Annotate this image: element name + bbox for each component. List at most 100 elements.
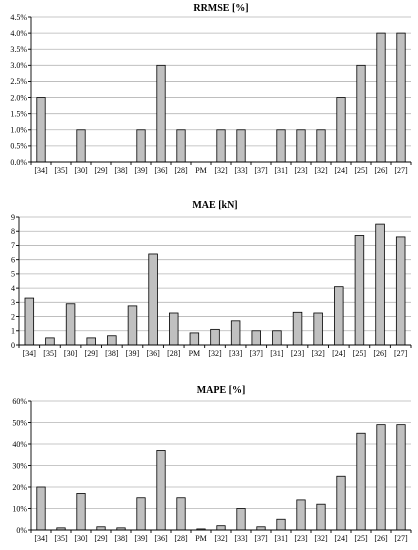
bar: [336, 475, 346, 531]
x-tick-label: [24]: [332, 349, 346, 358]
bar: [376, 32, 386, 163]
y-tick-label: 1.0%: [10, 126, 27, 135]
bar: [292, 311, 303, 346]
bar: [236, 508, 246, 531]
x-tick-label: [23]: [294, 166, 308, 175]
chart-panel-2: MAE [kN] 0 1 2 3 4 5 6 7 8 9 [34] [35] [30] [29] [38] [3…: [11, 200, 412, 358]
x-tick-label: [25]: [353, 349, 367, 358]
bar: [45, 337, 55, 346]
y-tick-label: 0: [11, 341, 15, 350]
bar: [276, 129, 286, 163]
x-tick-label: [31]: [274, 534, 288, 543]
bar: [65, 303, 76, 346]
y-tick-label: 5: [11, 270, 15, 279]
bar: [334, 286, 344, 346]
x-tick-label: [30]: [64, 349, 78, 358]
bar: [236, 129, 246, 163]
bar: [156, 64, 166, 163]
x-tick-label: [31]: [274, 166, 288, 175]
bar: [316, 129, 326, 163]
y-tick-label: 8: [11, 227, 15, 236]
y-tick-label: 60%: [12, 397, 27, 406]
x-tick-label: [25]: [354, 166, 368, 175]
x-tick-label: [24]: [334, 166, 348, 175]
x-tick-label: [28]: [167, 349, 181, 358]
bar: [336, 97, 346, 163]
bar: [176, 497, 186, 531]
x-tick-label: [30]: [74, 534, 88, 543]
x-tick-label: [39]: [126, 349, 140, 358]
x-tick-label: [27]: [394, 166, 408, 175]
y-tick-label: 30%: [12, 461, 27, 470]
bar: [396, 424, 406, 531]
x-tick-label: [35]: [54, 534, 68, 543]
chart-title: RRMSE [%]: [193, 3, 248, 14]
x-tick-label: [31]: [270, 349, 284, 358]
x-tick-label: [32]: [314, 166, 328, 175]
y-tick-label: 9: [11, 213, 15, 222]
x-tick-label: [37]: [250, 349, 264, 358]
x-tick-label: [38]: [114, 166, 128, 175]
bar: [272, 330, 282, 346]
y-tick-label: 6: [11, 255, 15, 264]
bar: [176, 129, 186, 163]
x-tick-label: [33]: [234, 166, 248, 175]
bar: [313, 312, 323, 346]
x-tick-label: [32]: [314, 534, 328, 543]
x-tick-label: [38]: [105, 349, 119, 358]
y-tick-label: 1: [11, 327, 15, 336]
y-tick-label: 3.0%: [10, 61, 27, 70]
bar: [136, 497, 146, 531]
x-tick-label: [27]: [394, 534, 408, 543]
x-tick-label: [29]: [94, 534, 108, 543]
bar: [76, 129, 86, 163]
bar: [76, 493, 86, 531]
x-tick-label: [23]: [291, 349, 305, 358]
y-tick-label: 3: [11, 298, 15, 307]
x-tick-label: [34]: [34, 166, 48, 175]
chart-panel-1: RRMSE [%] 0.0% 0.5% 1.0% 1.5% 2.0% 2.5% 3.0% 3.5…: [10, 3, 412, 175]
bar: [296, 499, 306, 531]
x-tick-label: [36]: [154, 166, 168, 175]
x-tick-label: [32]: [214, 534, 228, 543]
bar: [216, 525, 226, 531]
x-tick-label: [26]: [374, 534, 388, 543]
bar: [251, 330, 261, 346]
bar: [276, 518, 286, 531]
bar: [210, 328, 220, 346]
bar: [216, 129, 226, 163]
chart-panel-3: MAPE [%] 0% 10% 20% 30% 40% 50% 60% [34] [35] [30]…: [12, 385, 412, 543]
x-tick-label: [26]: [373, 349, 387, 358]
y-tick-label: 2.0%: [10, 93, 27, 102]
y-tick-label: 20%: [12, 483, 27, 492]
bar: [36, 97, 46, 163]
x-tick-label: [34]: [34, 534, 48, 543]
bar: [36, 486, 46, 531]
x-tick-label: [32]: [214, 166, 228, 175]
y-tick-label: 50%: [12, 418, 27, 427]
x-tick-label: PM: [189, 349, 201, 358]
x-tick-label: PM: [195, 166, 207, 175]
x-tick-label: [28]: [174, 166, 188, 175]
bar: [376, 424, 386, 531]
y-tick-label: 2.5%: [10, 77, 27, 86]
bar: [189, 332, 200, 346]
x-tick-label: PM: [195, 534, 207, 543]
bar: [230, 320, 241, 346]
y-tick-label: 0.5%: [10, 142, 27, 151]
y-tick-label: 4.5%: [10, 13, 27, 22]
bar: [396, 32, 406, 163]
x-tick-label: [23]: [294, 534, 308, 543]
x-tick-label: [35]: [43, 349, 57, 358]
x-tick-label: [29]: [85, 349, 99, 358]
x-tick-label: [28]: [174, 534, 188, 543]
x-tick-label: [38]: [114, 534, 128, 543]
x-tick-label: [32]: [311, 349, 325, 358]
bar: [156, 450, 166, 531]
x-tick-label: [27]: [394, 349, 408, 358]
y-tick-label: 3.5%: [10, 45, 27, 54]
y-tick-label: 4: [11, 284, 15, 293]
x-tick-label: [30]: [74, 166, 88, 175]
bar: [375, 223, 385, 346]
